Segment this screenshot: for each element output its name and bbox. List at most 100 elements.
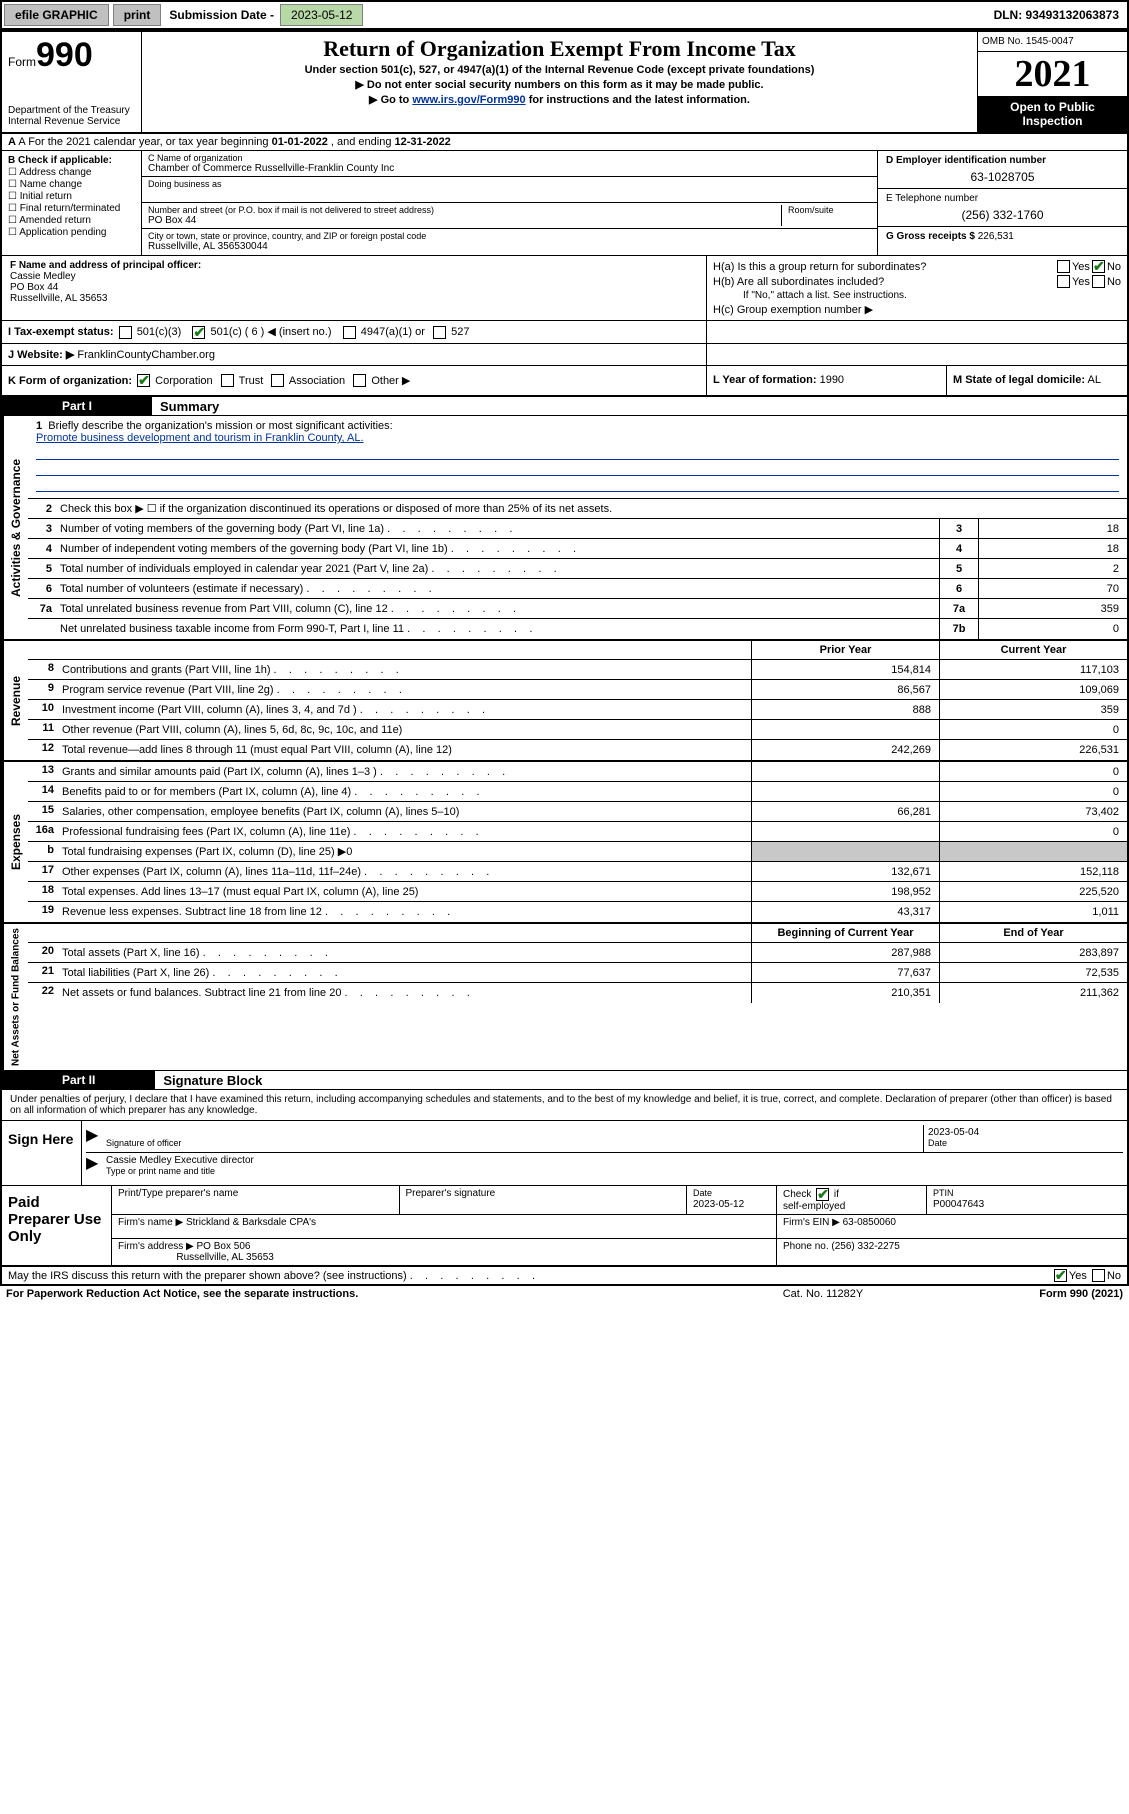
print-btn[interactable]: print — [113, 4, 162, 26]
vlabel-netassets: Net Assets or Fund Balances — [2, 924, 28, 1070]
org-name: Chamber of Commerce Russellville-Frankli… — [148, 163, 871, 174]
line-11: 11Other revenue (Part VIII, column (A), … — [28, 720, 1127, 740]
form-ref: Form 990 (2021) — [923, 1288, 1123, 1300]
line-17: 17Other expenses (Part IX, column (A), l… — [28, 862, 1127, 882]
line-8: 8Contributions and grants (Part VIII, li… — [28, 660, 1127, 680]
firm-name: Strickland & Barksdale CPA's — [186, 1217, 316, 1228]
line-18: 18Total expenses. Add lines 13–17 (must … — [28, 882, 1127, 902]
form-number: 990 — [36, 36, 93, 74]
city: Russellville, AL 356530044 — [148, 241, 871, 252]
discuss-line: May the IRS discuss this return with the… — [2, 1267, 1127, 1284]
chk-app-pending[interactable]: ☐ Application pending — [8, 227, 135, 238]
vlabel-governance: Activities & Governance — [2, 416, 28, 639]
chk-self-employed[interactable] — [816, 1188, 829, 1201]
open-public-badge: Open to Public Inspection — [978, 96, 1127, 132]
ein: 63-1028705 — [886, 170, 1119, 184]
pra-notice: For Paperwork Reduction Act Notice, see … — [6, 1288, 723, 1300]
omb-number: OMB No. 1545-0047 — [978, 32, 1127, 52]
section-b: B Check if applicable: ☐ Address change … — [2, 151, 142, 255]
form-990-container: Form990 Department of the Treasury Inter… — [0, 30, 1129, 1286]
chk-amended[interactable]: ☐ Amended return — [8, 215, 135, 226]
line-5: 5Total number of individuals employed in… — [28, 559, 1127, 579]
preparer-sig-label: Preparer's signature — [400, 1186, 688, 1214]
form-title: Return of Organization Exempt From Incom… — [152, 36, 967, 62]
chk-501c3[interactable] — [119, 326, 132, 339]
chk-initial[interactable]: ☐ Initial return — [8, 191, 135, 202]
line-2: 2Check this box ▶ ☐ if the organization … — [28, 499, 1127, 519]
tax-year: 2021 — [978, 52, 1127, 96]
submission-date: 2023-05-12 — [280, 4, 363, 26]
efile-btn[interactable]: efile GRAPHIC — [4, 4, 109, 26]
cat-no: Cat. No. 11282Y — [723, 1288, 923, 1300]
paid-preparer-label: Paid Preparer Use Only — [2, 1186, 112, 1265]
hb-no[interactable] — [1092, 275, 1105, 288]
ha-yes[interactable] — [1057, 260, 1070, 273]
subtitle-1: Under section 501(c), 527, or 4947(a)(1)… — [152, 64, 967, 76]
chk-other[interactable] — [353, 374, 366, 387]
line-21: 21Total liabilities (Part X, line 26)77,… — [28, 963, 1127, 983]
row-l: L Year of formation: 1990 — [707, 366, 947, 396]
prior-current-header: Prior Year Current Year — [28, 641, 1127, 660]
footer: For Paperwork Reduction Act Notice, see … — [0, 1286, 1129, 1302]
row-i: I Tax-exempt status: 501(c)(3) 501(c) ( … — [2, 321, 707, 343]
chk-527[interactable] — [433, 326, 446, 339]
city-label: City or town, state or province, country… — [148, 231, 871, 241]
chk-trust[interactable] — [221, 374, 234, 387]
room-label: Room/suite — [788, 205, 871, 215]
hb-label: H(b) Are all subordinates included? — [713, 276, 1055, 288]
discuss-no[interactable] — [1092, 1269, 1105, 1282]
line-9: 9Program service revenue (Part VIII, lin… — [28, 680, 1127, 700]
ptin: P00047643 — [933, 1199, 984, 1210]
irs-link[interactable]: www.irs.gov/Form990 — [412, 94, 525, 106]
chk-name-change[interactable]: ☐ Name change — [8, 179, 135, 190]
line-15: 15Salaries, other compensation, employee… — [28, 802, 1127, 822]
sign-here-label: Sign Here — [2, 1121, 82, 1185]
phone-label: E Telephone number — [886, 193, 978, 204]
hb-yes[interactable] — [1057, 275, 1070, 288]
b-label: B Check if applicable: — [8, 155, 112, 166]
line-16a: 16aProfessional fundraising fees (Part I… — [28, 822, 1127, 842]
officer-addr1: PO Box 44 — [10, 282, 58, 293]
chk-assoc[interactable] — [271, 374, 284, 387]
section-c: C Name of organization Chamber of Commer… — [142, 151, 877, 255]
ha-no[interactable] — [1092, 260, 1105, 273]
mission-text: Promote business development and tourism… — [36, 432, 364, 444]
preparer-name-label: Print/Type preparer's name — [112, 1186, 400, 1214]
vlabel-revenue: Revenue — [2, 641, 28, 760]
row-m: M State of legal domicile: AL — [947, 366, 1127, 396]
irs-label: Internal Revenue Service — [8, 116, 135, 127]
dln: DLN: 93493132063873 — [994, 8, 1127, 22]
goto-suffix: for instructions and the latest informat… — [526, 94, 750, 106]
line-7a: 7aTotal unrelated business revenue from … — [28, 599, 1127, 619]
firm-addr2: Russellville, AL 35653 — [176, 1252, 273, 1263]
chk-address-change[interactable]: ☐ Address change — [8, 167, 135, 178]
paid-preparer-block: Paid Preparer Use Only Print/Type prepar… — [2, 1185, 1127, 1267]
line-16b: bTotal fundraising expenses (Part IX, co… — [28, 842, 1127, 862]
line-4: 4Number of independent voting members of… — [28, 539, 1127, 559]
discuss-yes[interactable] — [1054, 1269, 1067, 1282]
line-14: 14Benefits paid to or for members (Part … — [28, 782, 1127, 802]
chk-4947[interactable] — [343, 326, 356, 339]
line-20: 20Total assets (Part X, line 16)287,9882… — [28, 943, 1127, 963]
form-header: Form990 Department of the Treasury Inter… — [2, 32, 1127, 134]
hc-label: H(c) Group exemption number ▶ — [713, 303, 873, 316]
org-name-label: C Name of organization — [148, 153, 871, 163]
goto-prefix: ▶ Go to — [369, 94, 412, 106]
line-19: 19Revenue less expenses. Subtract line 1… — [28, 902, 1127, 922]
chk-final[interactable]: ☐ Final return/terminated — [8, 203, 135, 214]
line-a: A A For the 2021 calendar year, or tax y… — [2, 134, 1127, 151]
row-j: J Website: ▶ FranklinCountyChamber.org — [2, 344, 707, 365]
begin-end-header: Beginning of Current Year End of Year — [28, 924, 1127, 943]
dba-label: Doing business as — [148, 179, 871, 189]
chk-501c[interactable] — [192, 326, 205, 339]
line-13: 13Grants and similar amounts paid (Part … — [28, 762, 1127, 782]
chk-corp[interactable] — [137, 374, 150, 387]
addr-label: Number and street (or P.O. box if mail i… — [148, 205, 781, 215]
part2-header: Part II Signature Block — [2, 1071, 1127, 1090]
officer-name-title: Cassie Medley Executive director — [106, 1155, 254, 1166]
hb-note: If "No," attach a list. See instructions… — [713, 290, 1121, 301]
line-6: 6Total number of volunteers (estimate if… — [28, 579, 1127, 599]
ha-label: H(a) Is this a group return for subordin… — [713, 261, 1055, 273]
website[interactable]: FranklinCountyChamber.org — [77, 349, 215, 361]
line-12: 12Total revenue—add lines 8 through 11 (… — [28, 740, 1127, 760]
